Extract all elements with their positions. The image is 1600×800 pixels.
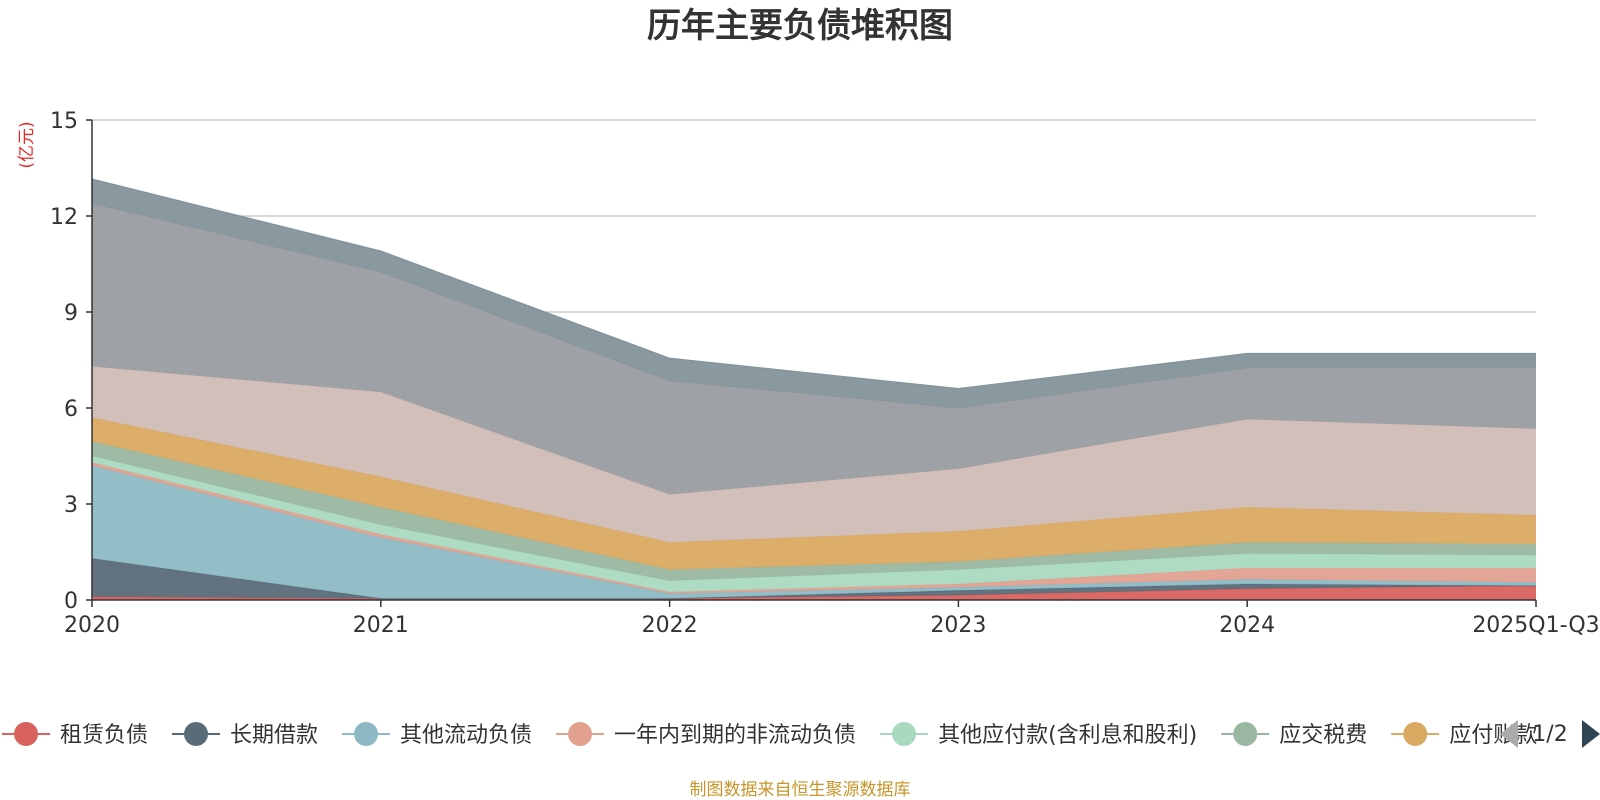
legend-label: 长期借款 bbox=[230, 723, 318, 748]
y-axis-unit-label: (亿元) bbox=[17, 121, 37, 168]
legend-label: 应付账款 bbox=[1449, 723, 1537, 748]
x-tick-label: 2021 bbox=[353, 613, 409, 638]
legend-item-5[interactable]: 其他应付款(含利息和股利) bbox=[880, 722, 1197, 748]
y-tick-label: 6 bbox=[64, 397, 78, 422]
legend-circle-icon bbox=[568, 722, 593, 746]
legend-item-2[interactable]: 长期借款 bbox=[172, 722, 318, 748]
legend-label: 应交税费 bbox=[1279, 723, 1367, 748]
legend-item-3[interactable]: 其他流动负债 bbox=[342, 722, 532, 748]
x-tick-label: 2025Q1-Q3 bbox=[1472, 613, 1599, 638]
legend-label: 一年内到期的非流动负债 bbox=[614, 723, 856, 748]
area-series-3 bbox=[92, 465, 1536, 599]
y-tick-label: 12 bbox=[50, 205, 78, 230]
area-series-7 bbox=[92, 417, 1536, 570]
x-tick-label: 2024 bbox=[1219, 613, 1275, 638]
legend-circle-icon bbox=[892, 722, 917, 746]
legend-prev-arrow-icon[interactable] bbox=[1500, 720, 1518, 748]
legend-next-arrow-icon[interactable] bbox=[1582, 720, 1600, 748]
area-series-1 bbox=[92, 585, 1536, 600]
legend-pager: 1/2 bbox=[1500, 720, 1600, 748]
legend-item-7[interactable]: 应付账款 bbox=[1391, 722, 1537, 748]
legend-item-1[interactable]: 租赁负债 bbox=[2, 722, 148, 748]
y-tick-label: 9 bbox=[64, 301, 78, 326]
area-series-9 bbox=[92, 203, 1536, 495]
legend-page-indicator: 1/2 bbox=[1532, 722, 1567, 747]
x-tick-label: 2023 bbox=[930, 613, 986, 638]
legend-circle-icon bbox=[184, 722, 209, 746]
legend-circle-icon bbox=[1403, 722, 1428, 746]
x-tick-label: 2022 bbox=[642, 613, 698, 638]
y-tick-label: 3 bbox=[64, 493, 78, 518]
source-note: 制图数据来自恒生聚源数据库 bbox=[690, 780, 911, 800]
x-tick-label: 2020 bbox=[64, 613, 120, 638]
area-series-4 bbox=[92, 462, 1536, 594]
area-series-2 bbox=[92, 558, 1536, 599]
legend-item-4[interactable]: 一年内到期的非流动负债 bbox=[556, 722, 856, 748]
legend-circle-icon bbox=[354, 722, 379, 746]
legend-label: 其他应付款(含利息和股利) bbox=[938, 723, 1197, 748]
chart-title: 历年主要负债堆积图 bbox=[647, 6, 953, 46]
legend: 租赁负债 长期借款 其他流动负债 一年内到期的非流动负债 其他应付款(含利息和股利) 应交… bbox=[2, 722, 1537, 748]
y-tick-labels: 0 3 6 9 12 15 bbox=[50, 109, 92, 614]
legend-circle-icon bbox=[1233, 722, 1258, 746]
stacked-areas bbox=[91, 178, 1537, 600]
y-tick-label: 0 bbox=[64, 589, 78, 614]
legend-label: 其他流动负债 bbox=[400, 723, 532, 748]
area-series-8 bbox=[92, 366, 1536, 543]
area-series-6 bbox=[92, 441, 1536, 581]
legend-circle-icon bbox=[14, 722, 38, 746]
y-tick-label: 15 bbox=[50, 109, 78, 134]
area-series-edge-10 bbox=[91, 178, 1536, 390]
legend-item-6[interactable]: 应交税费 bbox=[1221, 722, 1367, 748]
axes bbox=[91, 120, 1536, 601]
legend-label: 租赁负债 bbox=[60, 723, 148, 748]
x-tick-labels: 2020 2021 2022 2023 2024 2025Q1-Q3 bbox=[64, 600, 1600, 638]
